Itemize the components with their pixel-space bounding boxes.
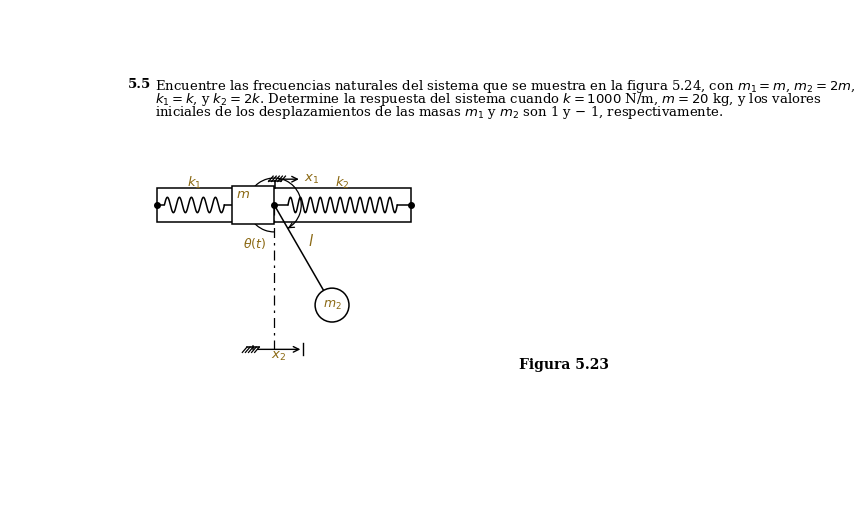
Text: $x_1$: $x_1$: [304, 173, 319, 186]
Text: $m_2$: $m_2$: [323, 298, 341, 312]
Text: $l$: $l$: [308, 233, 314, 249]
Text: Encuentre las frecuencias naturales del sistema que se muestra en la figura 5.24: Encuentre las frecuencias naturales del …: [155, 78, 856, 95]
Text: $k_1 = k$, y $k_2 = 2k$. Determine la respuesta del sistema cuando $k = 1000$ N/: $k_1 = k$, y $k_2 = 2k$. Determine la re…: [155, 91, 822, 109]
Text: $m$: $m$: [236, 188, 250, 201]
Text: 5.5: 5.5: [128, 78, 151, 91]
Bar: [157, 188, 411, 222]
Text: $k_2$: $k_2$: [335, 175, 350, 191]
Text: iniciales de los desplazamientos de las masas $m_1$ y $m_2$ son 1 y $-$ 1, respe: iniciales de los desplazamientos de las …: [155, 105, 724, 122]
Text: $x_2$: $x_2$: [272, 350, 286, 363]
Text: $k_1$: $k_1$: [187, 175, 201, 191]
Text: $\theta(t)$: $\theta(t)$: [244, 236, 266, 251]
Text: Figura 5.23: Figura 5.23: [519, 358, 608, 372]
Bar: [232, 186, 274, 224]
Circle shape: [315, 288, 349, 322]
